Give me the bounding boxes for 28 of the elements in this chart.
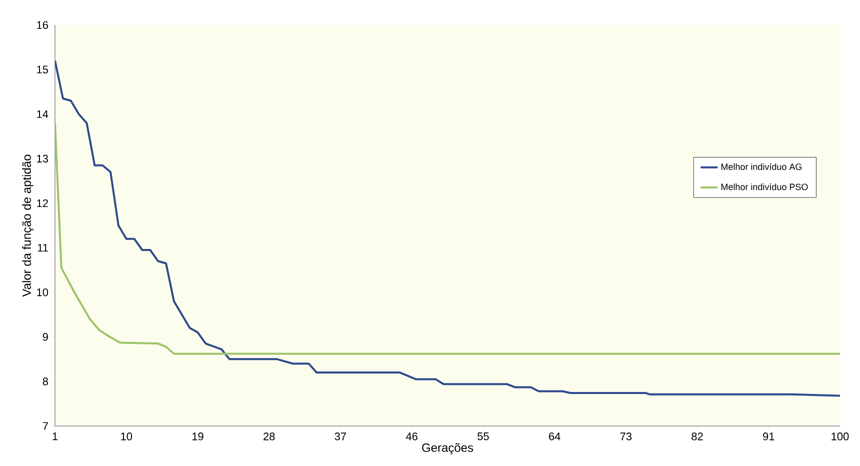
x-tick-label: 1 [52,432,58,440]
y-tick-label: 11 [38,244,48,252]
y-axis-title: Valor da função de aptidão [22,154,34,297]
x-tick-label: 73 [620,432,632,440]
y-tick-label: 13 [37,154,48,163]
legend-label: Melhor indivíduo PSO [721,183,808,190]
x-tick-label: 28 [264,432,275,440]
x-tick-label: 82 [692,432,703,440]
x-axis-title: Gerações [422,443,474,454]
x-tick-label: 64 [548,432,560,440]
y-tick-label: 7 [42,422,48,430]
x-tick-label: 91 [763,432,774,440]
x-tick-label: 19 [192,432,204,440]
y-tick-label: 8 [42,378,48,386]
x-tick-label: 10 [121,432,132,440]
x-tick-label: 100 [832,432,849,440]
legend-label: Melhor indivíduo AG [721,163,802,170]
x-tick-label: 46 [406,432,418,440]
y-tick-label: 16 [37,21,48,29]
line-series [55,122,840,355]
y-tick-label: 10 [37,288,48,296]
y-tick-label: 12 [37,199,48,208]
line-series [55,60,840,397]
x-tick-label: 55 [478,432,489,440]
x-tick-label: 37 [334,432,346,440]
y-tick-label: 14 [37,110,48,118]
y-tick-label: 9 [42,332,48,341]
y-tick-label: 15 [37,66,48,74]
